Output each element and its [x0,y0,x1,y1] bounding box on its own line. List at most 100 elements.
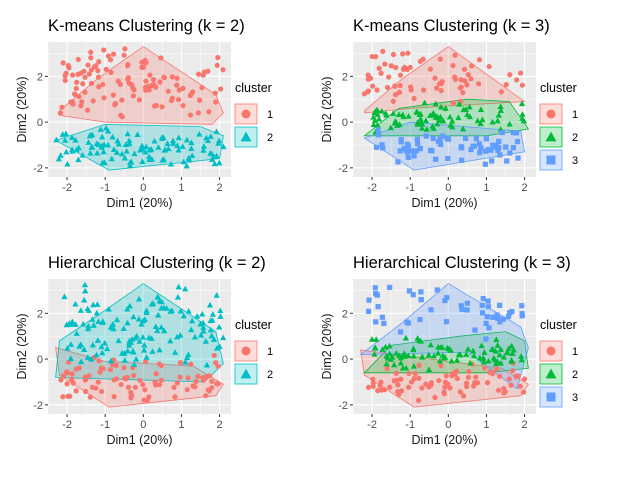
cluster-3-point [437,136,443,142]
cluster-2-point [413,108,420,115]
cluster-2-point [126,159,134,165]
cluster-1-point [69,99,76,105]
cluster-3-point [485,298,491,304]
x-tick-label: 2 [217,419,223,431]
x-tick-label: 1 [178,419,184,431]
cluster-1-point [419,385,425,391]
x-tick-label: 1 [178,182,184,194]
cluster-2-point [94,301,101,307]
cluster-1-point [396,391,402,397]
cluster-3-point [430,135,436,142]
cluster-1-point [88,67,94,73]
cluster-3-point [505,313,512,320]
cluster-1-point [118,381,124,388]
y-axis-label: Dim2 (20%) [15,77,29,143]
cluster-1-point [96,358,102,364]
cluster-1-point [393,64,399,71]
cluster-1-point [393,370,399,376]
cluster-2-point [167,160,175,167]
legend-key-1: 1 [539,103,578,125]
cluster-3-point [429,148,435,154]
cluster-1-point [137,377,143,383]
chart-panel-4: -2 -1 0 1 2 -2 0 2 Hierarchical Clustering (k = … [320,254,578,447]
y-tick-label: -2 [33,400,43,412]
cluster-3-point [395,159,401,165]
cluster-1-point [388,63,394,69]
cluster-2-point [188,145,195,151]
cluster-2-point [85,322,92,329]
cluster-3-point [440,133,446,139]
legend-marker-icon [546,346,556,356]
cluster-3-point [443,319,450,325]
cluster-2-point [386,350,393,357]
cluster-2-point [156,346,163,353]
cluster-1-point [80,81,86,87]
chart-panel-3: -2 -1 0 1 2 -2 0 2 Hierarchical Clustering (k = … [15,254,273,447]
cluster-3-point [464,300,471,306]
cluster-2-point [217,313,224,319]
cluster-1-point [406,370,412,377]
cluster-2-point [90,322,97,328]
cluster-1-point [203,393,209,399]
x-axis-label: Dim1 (20%) [107,433,173,447]
cluster-1-point [101,95,107,101]
cluster-3-point [494,312,500,318]
cluster-1-point [450,100,456,106]
legend-title: cluster [235,81,272,95]
cluster-3-point [433,156,439,162]
cluster-2-point [99,133,106,140]
cluster-2-point [215,140,222,146]
cluster-2-point [135,315,143,322]
cluster-2-point [155,144,162,150]
cluster-2-point [146,153,153,160]
cluster-2-point [449,123,456,130]
cluster-2-point [440,117,447,124]
legend-label: 1 [267,109,273,121]
cluster-3-point [406,288,413,294]
cluster-2-point [127,339,135,345]
cluster-1-point [411,375,417,382]
cluster-1-point [195,110,202,116]
cluster-2-point [391,120,398,126]
cluster-1-point [215,363,221,369]
cluster-2-point [124,305,131,312]
cluster-3-point [483,320,489,327]
cluster-2-point [441,354,449,360]
cluster-3-point [515,155,521,161]
cluster-2-point [485,357,492,364]
cluster-3-point [470,143,476,149]
cluster-3-point [375,304,381,310]
cluster-2-point [470,347,477,354]
cluster-2-point [211,160,218,167]
cluster-2-point [82,287,89,294]
cluster-2-point [121,350,128,356]
cluster-1-point [453,368,460,374]
cluster-2-point [519,111,526,117]
cluster-2-point [180,312,187,319]
cluster-1-point [466,368,472,375]
cluster-2-point [175,134,182,141]
cluster-1-point [125,75,132,81]
cluster-1-point [142,84,149,91]
cluster-2-point [175,283,182,290]
cluster-2-point [104,345,111,352]
cluster-3-point [482,161,488,167]
cluster-1-point [517,70,524,76]
cluster-2-point [463,351,470,357]
cluster-2-point [53,136,60,143]
cluster-1-point [514,77,520,83]
cluster-1-point [390,51,397,58]
cluster-1-point [436,377,442,384]
cluster-3-point [495,315,501,321]
cluster-1-point [370,380,376,386]
cluster-1-point [110,51,117,57]
cluster-2-point [67,341,75,347]
cluster-1-point [95,68,101,74]
cluster-1-point [185,375,191,381]
cluster-3-point [376,132,382,138]
cluster-2-point [479,116,486,123]
cluster-2-point [374,111,381,117]
cluster-2-point [79,151,86,158]
cluster-1-point [211,352,217,359]
cluster-2-point [401,350,408,356]
